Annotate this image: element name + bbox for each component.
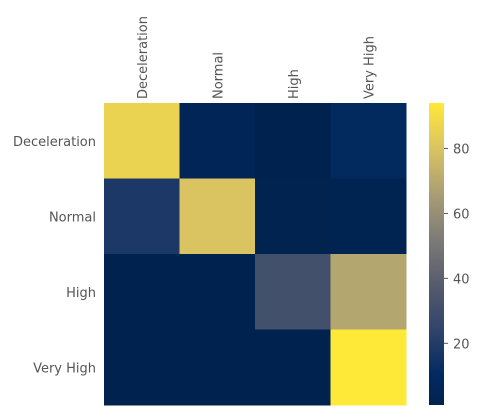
heatmap-cell bbox=[104, 329, 180, 406]
heatmap-cell bbox=[330, 254, 407, 330]
colorbar-tick-label: 60 bbox=[453, 207, 470, 222]
x-tick-label: Deceleration bbox=[136, 16, 151, 99]
colorbar-ticks: 20 40 60 80 bbox=[444, 142, 470, 352]
heatmap-cell bbox=[104, 103, 180, 179]
colorbar bbox=[429, 103, 444, 405]
heatmap-cells bbox=[104, 103, 407, 406]
y-tick-labels: Deceleration Normal High Very High bbox=[13, 135, 96, 377]
x-tick-label: Very High bbox=[362, 36, 377, 99]
heatmap-cell bbox=[255, 329, 331, 406]
colorbar-tick-label: 20 bbox=[453, 337, 470, 352]
colorbar-tick-label: 40 bbox=[453, 272, 470, 287]
heatmap-cell bbox=[179, 254, 256, 330]
heatmap-cell bbox=[104, 178, 180, 255]
heatmap-cell bbox=[179, 178, 256, 255]
heatmap-cell bbox=[179, 103, 256, 179]
y-tick-label: Normal bbox=[49, 210, 96, 225]
x-tick-label: Normal bbox=[211, 52, 226, 99]
heatmap-cell bbox=[255, 254, 331, 330]
x-tick-labels: Deceleration Normal High Very High bbox=[136, 16, 378, 99]
x-tick-label: High bbox=[287, 69, 302, 99]
y-tick-label: High bbox=[66, 286, 96, 301]
heatmap-cell bbox=[330, 329, 407, 406]
y-tick-label: Deceleration bbox=[13, 135, 96, 150]
heatmap-cell bbox=[255, 178, 331, 255]
heatmap-cell bbox=[104, 254, 180, 330]
heatmap-cell bbox=[330, 103, 407, 179]
heatmap-cell bbox=[330, 178, 407, 255]
heatmap-cell bbox=[179, 329, 256, 406]
y-tick-label: Very High bbox=[33, 361, 96, 376]
colorbar-gradient bbox=[429, 103, 444, 405]
colorbar-tick-label: 80 bbox=[453, 142, 470, 157]
heatmap-cell bbox=[255, 103, 331, 179]
